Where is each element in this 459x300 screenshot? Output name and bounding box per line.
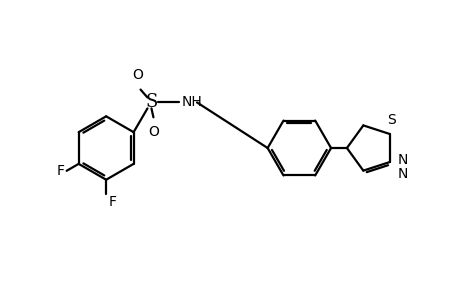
Text: O: O: [148, 125, 158, 139]
Text: O: O: [132, 68, 143, 82]
Text: F: F: [56, 164, 65, 178]
Text: S: S: [386, 113, 395, 127]
Text: F: F: [108, 195, 116, 208]
Text: N: N: [397, 153, 407, 167]
Text: S: S: [145, 93, 157, 111]
Text: N: N: [397, 167, 407, 181]
Text: NH: NH: [181, 95, 202, 110]
